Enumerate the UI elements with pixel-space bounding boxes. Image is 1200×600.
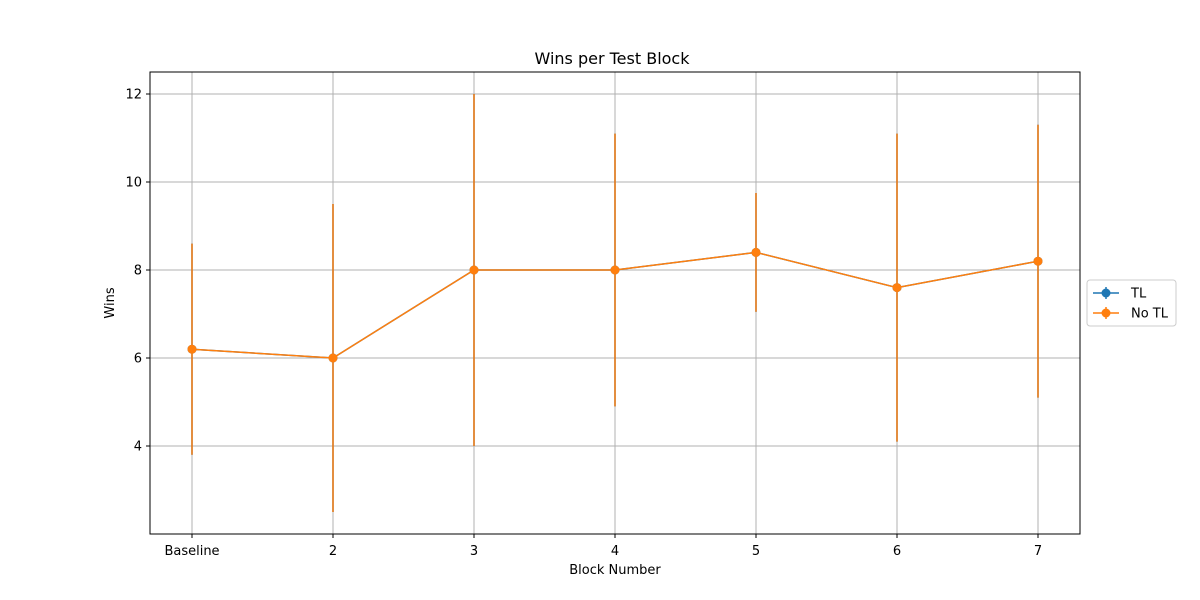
legend-marker (1101, 288, 1111, 298)
x-axis-label: Block Number (569, 563, 661, 578)
x-tick-label: 2 (329, 544, 337, 559)
x-tick-label: 3 (470, 544, 478, 559)
y-axis-label: Wins (103, 287, 118, 318)
y-tick-label: 6 (134, 352, 142, 367)
legend: TL No TL (1086, 279, 1177, 327)
x-tick-label: 4 (611, 544, 619, 559)
chart-title: Wins per Test Block (534, 49, 690, 68)
data-point (328, 353, 338, 363)
data-point (892, 283, 902, 293)
y-tick-label: 12 (125, 88, 142, 103)
x-tick-label: 5 (752, 544, 760, 559)
x-tick-label: Baseline (164, 544, 219, 559)
data-point (751, 247, 761, 257)
series-layer (187, 94, 1043, 512)
axis-ticks: Baseline 2 3 4 5 6 7 4 6 8 10 12 (125, 88, 1042, 560)
x-tick-label: 7 (1034, 544, 1042, 559)
y-tick-label: 10 (125, 176, 142, 191)
data-point (469, 265, 479, 275)
y-tick-label: 8 (134, 264, 142, 279)
data-point (1033, 256, 1043, 266)
legend-label: No TL (1131, 307, 1169, 322)
legend-entry: TL (1093, 287, 1147, 302)
data-point (187, 344, 197, 354)
legend-entry: No TL (1093, 307, 1169, 322)
legend-marker (1101, 308, 1111, 318)
data-point (610, 265, 620, 275)
x-tick-label: 6 (893, 544, 901, 559)
legend-label: TL (1130, 287, 1147, 302)
y-tick-label: 4 (134, 440, 142, 455)
series-no-tl (187, 94, 1043, 512)
